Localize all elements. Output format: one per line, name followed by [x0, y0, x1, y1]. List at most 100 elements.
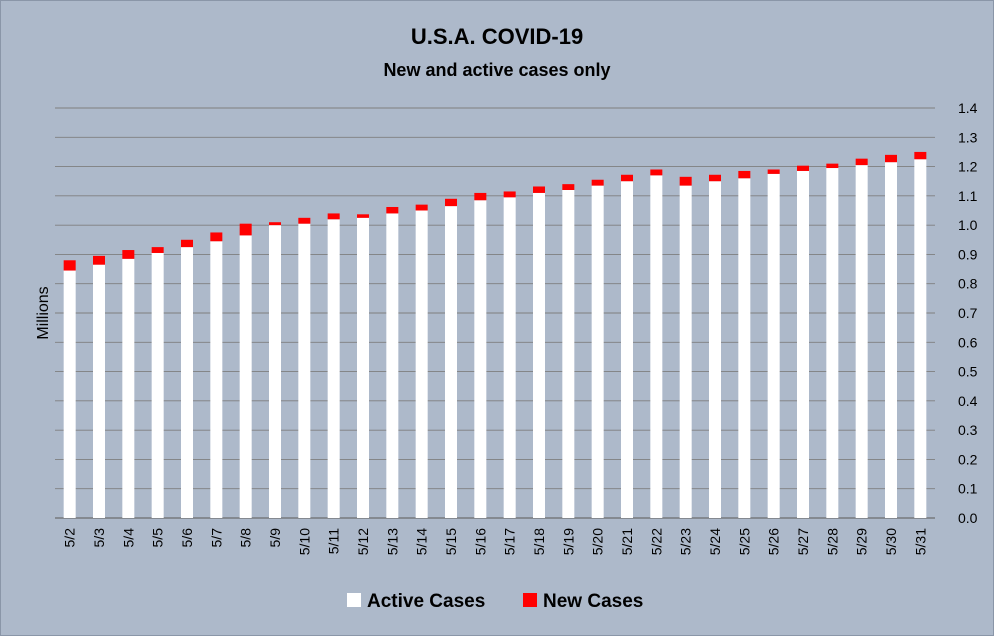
bar-new-cases — [914, 151, 927, 160]
bar-active-cases — [63, 270, 76, 518]
bar-active-cases — [122, 258, 135, 518]
bar-new-cases — [826, 163, 839, 169]
x-tick-label: 5/8 — [238, 528, 254, 548]
bar-new-cases — [181, 239, 193, 248]
x-tick-label: 5/9 — [267, 528, 283, 548]
x-tick-label: 5/18 — [531, 528, 547, 555]
bar-active-cases — [151, 252, 164, 518]
x-tick-label: 5/10 — [296, 528, 312, 555]
gridlines — [55, 107, 935, 519]
x-tick-label: 5/27 — [795, 528, 811, 555]
x-tick-label: 5/5 — [150, 528, 166, 548]
bar-new-cases — [93, 255, 105, 265]
x-tick-label: 5/11 — [326, 528, 342, 554]
bar-new-cases — [298, 217, 311, 224]
bar-active-cases — [533, 192, 545, 518]
bar-active-cases — [415, 210, 428, 518]
y-tick-label: 0.1 — [958, 481, 978, 497]
x-tick-label: 5/17 — [502, 528, 518, 555]
x-tick-label: 5/26 — [766, 528, 782, 555]
y-tick-label: 1.3 — [958, 129, 978, 145]
bar-active-cases — [855, 165, 868, 519]
y-tick-label: 0.4 — [958, 393, 978, 409]
y-tick-label: 1.4 — [958, 100, 978, 116]
x-tick-label: 5/7 — [208, 528, 224, 548]
bar-new-cases — [738, 170, 751, 179]
x-tick-label: 5/20 — [590, 528, 606, 555]
y-tick-label: 0.7 — [958, 305, 978, 321]
bar-new-cases — [151, 247, 164, 253]
bar-active-cases — [914, 159, 927, 518]
y-tick-label: 1.0 — [958, 217, 978, 233]
x-tick-label: 5/6 — [179, 528, 195, 548]
bar-new-cases — [503, 191, 516, 198]
x-tick-label: 5/31 — [912, 528, 928, 555]
y-tick-label: 0.6 — [958, 334, 978, 350]
bar-new-cases — [562, 184, 575, 190]
y-tick-label: 0.0 — [958, 510, 978, 526]
bars — [63, 151, 927, 519]
x-tick-label: 5/12 — [355, 528, 371, 555]
y-tick-label: 0.3 — [958, 422, 978, 438]
x-tick-label: 5/29 — [854, 528, 870, 555]
x-tick-label: 5/24 — [707, 528, 723, 555]
y-tick-label: 1.1 — [958, 188, 978, 204]
chart-subtitle: New and active cases only — [383, 60, 610, 80]
y-tick-label: 1.2 — [958, 159, 978, 175]
bar-new-cases — [63, 260, 76, 271]
bar-new-cases — [415, 204, 428, 211]
bar-active-cases — [181, 247, 193, 519]
x-tick-label: 5/14 — [414, 528, 430, 555]
legend-swatch-active — [347, 593, 361, 607]
x-tick-label: 5/25 — [736, 528, 752, 555]
bar-active-cases — [767, 173, 780, 518]
x-tick-label: 5/30 — [883, 528, 899, 555]
bar-active-cases — [357, 217, 369, 518]
bar-active-cases — [797, 170, 809, 518]
x-tick-label: 5/4 — [120, 528, 136, 548]
bar-new-cases — [474, 192, 487, 201]
x-tick-label: 5/13 — [384, 528, 400, 555]
bar-active-cases — [679, 185, 692, 519]
bar-active-cases — [298, 223, 311, 518]
bar-active-cases — [738, 178, 751, 519]
x-tick-label: 5/15 — [443, 528, 459, 555]
x-tick-label: 5/21 — [619, 528, 635, 555]
x-tick-label: 5/23 — [678, 528, 694, 555]
bar-new-cases — [885, 154, 897, 163]
bar-active-cases — [709, 181, 721, 518]
bar-active-cases — [503, 197, 516, 518]
bar-active-cases — [93, 264, 105, 518]
bar-new-cases — [797, 165, 809, 171]
bar-new-cases — [269, 222, 281, 226]
bar-active-cases — [445, 206, 457, 519]
chart-title: U.S.A. COVID-19 — [411, 24, 583, 49]
x-tick-label: 5/22 — [648, 528, 664, 555]
bar-active-cases — [885, 162, 897, 518]
y-tick-label: 0.2 — [958, 451, 978, 467]
bar-active-cases — [826, 168, 839, 519]
x-tick-label: 5/28 — [824, 528, 840, 555]
legend: Active Cases New Cases — [347, 591, 643, 612]
bar-new-cases — [679, 176, 692, 186]
x-tick-label: 5/16 — [472, 528, 488, 555]
bar-new-cases — [855, 158, 868, 166]
bar-active-cases — [621, 181, 633, 518]
y-axis-label: Millions — [35, 286, 52, 339]
x-tick-label: 5/3 — [91, 528, 107, 548]
bar-new-cases — [122, 250, 135, 259]
bar-new-cases — [767, 169, 780, 174]
bar-new-cases — [591, 179, 604, 186]
y-tick-label: 0.8 — [958, 276, 978, 292]
bar-new-cases — [210, 232, 223, 242]
bar-new-cases — [650, 169, 663, 176]
bar-active-cases — [591, 185, 604, 519]
y-tick-label: 0.5 — [958, 364, 978, 380]
bar-new-cases — [621, 174, 633, 182]
legend-swatch-new — [523, 593, 537, 607]
bar-new-cases — [239, 223, 252, 236]
bar-new-cases — [445, 198, 457, 207]
bar-active-cases — [327, 219, 340, 519]
bar-new-cases — [709, 174, 721, 182]
